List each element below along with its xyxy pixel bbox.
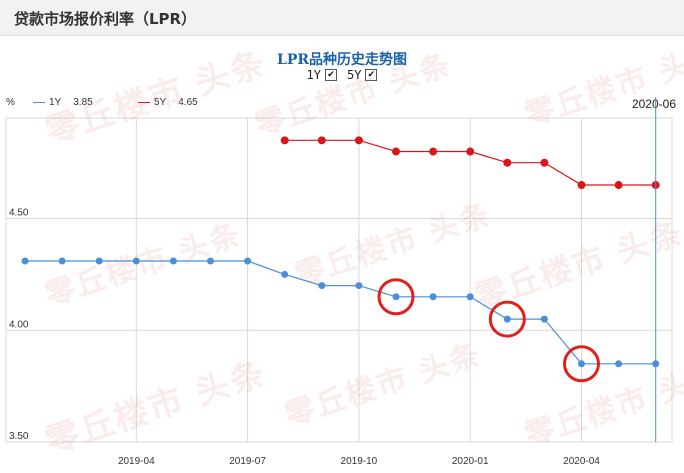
x-tick-label-1: 2019-07 [229,456,266,467]
data-point-1y[interactable] [392,293,400,301]
x-tick-label-4: 2020-04 [563,456,600,467]
x-tick-label-2: 2019-10 [341,456,378,467]
legend-line-1y [33,101,45,104]
data-point-5y[interactable] [354,136,363,145]
data-point-1y[interactable] [169,257,177,265]
legend-item-5y[interactable]: 5Y 4.65 [138,97,198,108]
data-point-5y[interactable] [317,136,326,145]
page-title: 贷款市场报价利率（LPR） [14,10,197,28]
legend-item-1y[interactable]: 1Y 3.85 [33,97,93,108]
series-line-1y [25,260,656,365]
toggle-5y[interactable]: 5Y ✔ [347,68,378,82]
data-point-1y[interactable] [21,257,29,265]
toggle-1y[interactable]: 1Y ✔ [307,68,337,82]
plot-frame [5,117,673,443]
data-point-1y[interactable] [95,257,103,265]
data-point-5y[interactable] [503,158,512,167]
highlight-ring-1 [488,300,526,338]
legend-5y-value: 4.65 [178,97,198,108]
data-point-1y[interactable] [503,315,511,323]
y-tick-label-1: 4.00 [9,319,29,330]
data-point-5y[interactable] [392,147,400,156]
highlight-ring-0 [377,278,415,316]
data-point-1y[interactable] [132,257,140,265]
chart-title: LPR品种历史走势图 [276,52,407,68]
y-axis-unit: % [6,97,15,108]
toggle-1y-checkbox[interactable]: ✔ [325,69,337,81]
legend-1y-value: 3.85 [73,97,93,108]
y-tick-label-2: 4.50 [9,208,29,219]
data-point-1y[interactable] [578,360,585,368]
toggle-5y-checkbox[interactable]: ✔ [365,69,378,81]
toggle-1y-label: 1Y [306,68,321,82]
data-point-5y[interactable] [577,181,586,190]
data-point-1y[interactable] [281,270,289,278]
data-point-1y[interactable] [355,282,363,290]
highlight-ring-2 [563,345,600,383]
toggle-5y-label: 5Y [347,68,362,82]
x-tick-label-0: 2019-04 [118,456,155,467]
data-point-1y[interactable] [466,293,474,301]
data-point-1y[interactable] [244,257,252,265]
x-tick-label-3: 2020-01 [452,456,489,467]
page-header: 贷款市场报价利率（LPR） [0,0,684,36]
data-point-1y[interactable] [615,360,623,368]
data-point-1y[interactable] [207,257,214,265]
data-point-1y[interactable] [58,257,66,265]
chart-legend: 1Y 3.85 5Y 4.65 [0,97,684,113]
data-point-1y[interactable] [540,315,548,323]
legend-line-5y [138,101,150,104]
data-point-5y[interactable] [466,147,475,156]
legend-5y-name: 5Y [154,97,167,108]
data-point-5y[interactable] [540,158,549,167]
data-point-1y[interactable] [429,293,437,301]
data-point-1y[interactable] [318,282,326,290]
cursor-date-label: 2020-06 [631,97,676,111]
data-point-5y[interactable] [614,181,623,190]
series-toggles: 1Y ✔ 5Y ✔ [0,68,684,82]
data-point-5y[interactable] [280,136,289,145]
data-point-5y[interactable] [429,147,438,156]
y-tick-label-0: 3.50 [9,431,29,442]
legend-1y-name: 1Y [49,97,62,108]
